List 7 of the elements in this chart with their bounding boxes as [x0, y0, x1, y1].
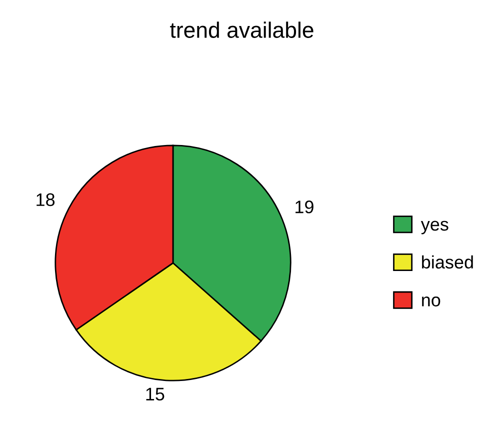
- chart-title: trend available: [170, 22, 314, 38]
- legend-label: yes: [420, 220, 448, 234]
- legend-label: no: [422, 296, 440, 306]
- data-label: 18: [36, 193, 55, 206]
- data-label: 15: [146, 388, 164, 400]
- data-label: 19: [296, 200, 314, 214]
- legend-label: biased: [422, 255, 473, 269]
